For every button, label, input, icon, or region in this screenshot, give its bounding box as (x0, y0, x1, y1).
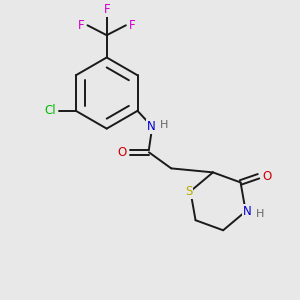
Text: O: O (262, 170, 272, 183)
Text: Cl: Cl (44, 104, 56, 117)
Text: F: F (103, 3, 110, 16)
Text: F: F (77, 19, 84, 32)
Text: H: H (256, 209, 265, 220)
Text: H: H (160, 120, 169, 130)
Text: N: N (243, 205, 252, 218)
Text: O: O (117, 146, 127, 159)
Text: N: N (147, 120, 156, 134)
Text: F: F (129, 19, 136, 32)
Text: S: S (185, 185, 192, 198)
